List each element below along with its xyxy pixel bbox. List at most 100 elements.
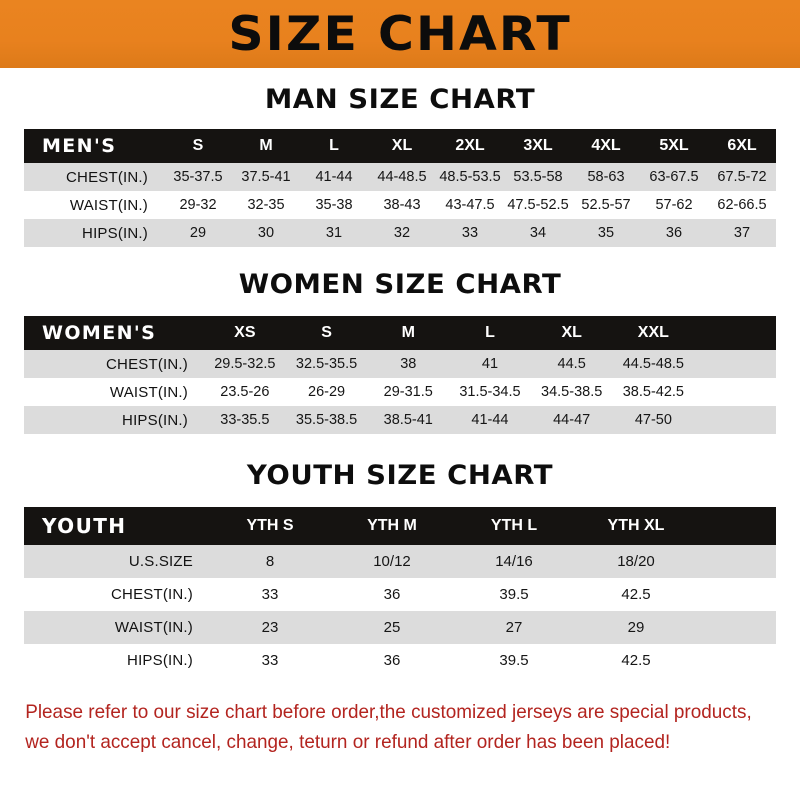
youth-cell-empty — [697, 611, 776, 644]
men-cell: 30 — [257, 225, 275, 241]
men-col-header: 2XL — [455, 137, 485, 154]
youth-cell: 18/20 — [617, 553, 655, 570]
women-cell: 29-31.5 — [383, 384, 433, 400]
men-col-header: L — [329, 137, 339, 154]
men-cell: 35-37.5 — [173, 169, 223, 185]
women-col-header: XS — [234, 324, 256, 341]
youth-corner-label: YOUTH — [42, 514, 127, 538]
table-row: WAIST(IN.) 23.5-26 26-29 29-31.5 31.5-34… — [24, 378, 776, 406]
table-row: CHEST(IN.) 35-37.5 37.5-41 41-44 44-48.5… — [24, 163, 776, 191]
women-cell: 38.5-41 — [383, 412, 433, 428]
women-section-title: WOMEN SIZE CHART — [238, 269, 562, 300]
table-row: WAIST(IN.) 23 25 27 29 — [24, 611, 776, 644]
men-cell: 53.5-58 — [513, 169, 563, 185]
page-title: SIZE CHART — [228, 6, 572, 62]
women-col-header: XXL — [637, 324, 669, 341]
women-cell-empty — [694, 406, 776, 434]
women-cell: 23.5-26 — [220, 384, 270, 400]
women-cell: 44.5 — [557, 356, 586, 372]
table-row: HIPS(IN.) 33-35.5 35.5-38.5 38.5-41 41-4… — [24, 406, 776, 434]
table-row: WAIST(IN.) 29-32 32-35 35-38 38-43 43-47… — [24, 191, 776, 219]
women-col-header: XL — [561, 324, 582, 341]
men-size-table: MEN'S S M L XL 2XL 3XL 4XL 5XL 6XL CHEST… — [24, 129, 776, 247]
men-cell: 32-35 — [247, 197, 285, 213]
youth-cell: 36 — [383, 652, 401, 669]
women-col-header: S — [321, 324, 332, 341]
youth-cell: 29 — [627, 619, 645, 636]
men-cell: 43-47.5 — [445, 197, 495, 213]
men-row-label: HIPS(IN.) — [82, 224, 148, 242]
youth-cell: 36 — [383, 586, 401, 603]
youth-cell: 33 — [261, 652, 279, 669]
men-cell: 35-38 — [315, 197, 353, 213]
table-row: U.S.SIZE 8 10/12 14/16 18/20 — [24, 545, 776, 578]
men-cell: 58-63 — [587, 169, 625, 185]
men-cell: 62-66.5 — [717, 197, 767, 213]
youth-col-header: YTH S — [246, 517, 294, 534]
youth-row-label: CHEST(IN.) — [111, 586, 193, 603]
men-col-header: 4XL — [591, 137, 621, 154]
men-col-header: XL — [391, 137, 413, 154]
table-row: HIPS(IN.) 33 36 39.5 42.5 — [24, 644, 776, 677]
women-cell: 38.5-42.5 — [622, 384, 684, 400]
men-cell: 47.5-52.5 — [507, 197, 569, 213]
men-cell: 35 — [597, 225, 615, 241]
women-cell: 32.5-35.5 — [295, 356, 358, 372]
women-size-table: WOMEN'S XS S M L XL XXL CHEST(IN.) 29.5-… — [24, 316, 776, 434]
women-col-header: M — [401, 324, 415, 341]
youth-col-header-empty — [697, 507, 776, 545]
men-row-label: WAIST(IN.) — [69, 196, 148, 214]
men-col-header: M — [259, 137, 273, 154]
youth-row-label: U.S.SIZE — [128, 553, 193, 570]
men-col-header: 6XL — [727, 137, 757, 154]
youth-cell: 23 — [261, 619, 279, 636]
women-header-row: WOMEN'S XS S M L XL XXL — [24, 316, 776, 350]
men-cell: 33 — [461, 225, 479, 241]
footer-disclaimer: Please refer to our size chart before or… — [0, 697, 776, 757]
youth-cell: 39.5 — [499, 652, 529, 669]
youth-size-table: YOUTH YTH S YTH M YTH L YTH XL U.S.SIZE … — [24, 507, 776, 677]
youth-section-title: YOUTH SIZE CHART — [246, 460, 554, 491]
men-row-label: CHEST(IN.) — [66, 168, 148, 186]
men-cell: 52.5-57 — [581, 197, 631, 213]
women-cell: 31.5-34.5 — [459, 384, 521, 400]
men-cell: 29 — [189, 225, 207, 241]
youth-row-label: WAIST(IN.) — [114, 619, 193, 636]
women-row-label: CHEST(IN.) — [106, 355, 188, 373]
women-cell-empty — [694, 378, 776, 406]
men-cell: 41-44 — [315, 169, 353, 185]
women-cell: 44-47 — [553, 412, 591, 428]
men-cell: 67.5-72 — [717, 169, 767, 185]
men-cell: 48.5-53.5 — [439, 169, 501, 185]
table-row: CHEST(IN.) 33 36 39.5 42.5 — [24, 578, 776, 611]
youth-col-header: YTH L — [490, 517, 538, 534]
women-chart-wrap: WOMEN'S XS S M L XL XXL CHEST(IN.) 29.5-… — [0, 316, 800, 434]
women-cell: 41 — [481, 356, 499, 372]
footer-line-1: Please refer to our size chart before or… — [25, 701, 752, 723]
youth-cell: 42.5 — [621, 586, 651, 603]
youth-chart-wrap: YOUTH YTH S YTH M YTH L YTH XL U.S.SIZE … — [0, 507, 800, 677]
men-cell: 37 — [733, 225, 751, 241]
men-cell: 38-43 — [383, 197, 421, 213]
women-cell: 47-50 — [634, 412, 672, 428]
men-corner-label: MEN'S — [42, 135, 117, 157]
men-cell: 31 — [325, 225, 343, 241]
men-section-title: MAN SIZE CHART — [264, 84, 536, 115]
youth-cell-empty — [697, 644, 776, 677]
women-row-label: WAIST(IN.) — [109, 383, 188, 401]
men-header-row: MEN'S S M L XL 2XL 3XL 4XL 5XL 6XL — [24, 129, 776, 163]
youth-cell-empty — [697, 578, 776, 611]
men-cell: 44-48.5 — [377, 169, 427, 185]
youth-cell: 39.5 — [499, 586, 529, 603]
page-banner: SIZE CHART — [0, 0, 800, 68]
footer-line-2: we don't accept cancel, change, teturn o… — [25, 731, 671, 754]
youth-cell-empty — [697, 545, 776, 578]
men-cell: 37.5-41 — [241, 169, 291, 185]
men-col-header: 3XL — [523, 137, 553, 154]
youth-cell: 25 — [383, 619, 401, 636]
women-cell-empty — [694, 350, 776, 378]
women-cell: 34.5-38.5 — [541, 384, 603, 400]
youth-cell: 8 — [265, 553, 275, 570]
youth-cell: 33 — [261, 586, 279, 603]
